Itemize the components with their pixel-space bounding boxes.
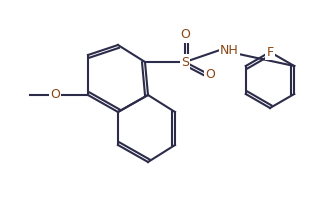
- Text: S: S: [181, 56, 189, 68]
- Text: NH: NH: [220, 43, 239, 57]
- Text: O: O: [180, 28, 190, 42]
- Text: O: O: [50, 88, 60, 102]
- Text: F: F: [266, 46, 274, 59]
- Text: O: O: [205, 68, 215, 81]
